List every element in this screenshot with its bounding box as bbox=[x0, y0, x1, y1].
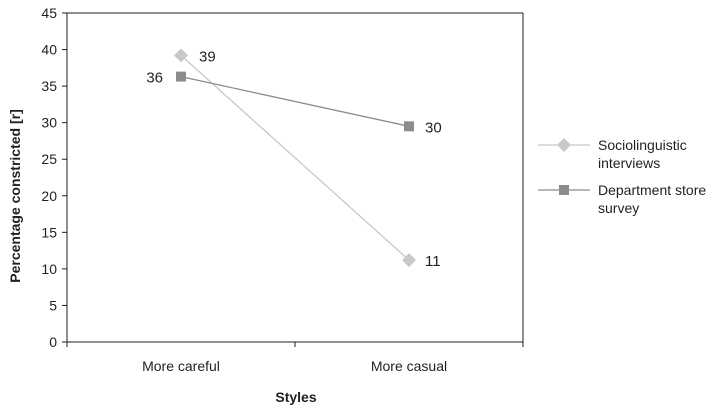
legend-label: Sociolinguistic bbox=[598, 137, 687, 153]
series-1: 39 11 bbox=[174, 48, 441, 270]
series-line bbox=[180, 54, 410, 261]
legend: Sociolinguistic interviews Department stor… bbox=[538, 137, 706, 216]
data-label: 11 bbox=[425, 253, 441, 270]
legend-label: Department store bbox=[598, 182, 706, 198]
data-point bbox=[174, 48, 188, 63]
y-tick-label: 10 bbox=[41, 261, 57, 277]
y-tick-label: 35 bbox=[41, 78, 57, 94]
y-tick-label: 40 bbox=[41, 42, 57, 58]
series-2: 36 30 bbox=[146, 70, 441, 137]
data-label: 30 bbox=[425, 119, 442, 136]
series-layer: 39 11 36 30 bbox=[146, 48, 442, 270]
axes: 0 5 10 15 20 25 30 35 40 45 More careful More casua… bbox=[41, 5, 524, 374]
legend-marker bbox=[559, 185, 569, 195]
legend-item-1: Sociolinguistic interviews bbox=[538, 137, 687, 171]
legend-marker bbox=[557, 138, 571, 152]
y-tick-label: 0 bbox=[49, 334, 57, 350]
y-tick-label: 20 bbox=[41, 188, 57, 204]
legend-label: survey bbox=[598, 200, 639, 216]
data-point bbox=[176, 71, 186, 82]
data-point bbox=[404, 121, 414, 132]
legend-label: interviews bbox=[598, 155, 660, 171]
data-point bbox=[402, 253, 416, 268]
x-tick-label: More casual bbox=[371, 358, 447, 374]
data-label: 39 bbox=[199, 48, 216, 65]
x-tick-label: More careful bbox=[142, 358, 220, 374]
legend-item-2: Department store survey bbox=[538, 182, 706, 216]
data-label: 36 bbox=[146, 70, 163, 87]
series-line bbox=[180, 75, 410, 127]
y-tick-label: 15 bbox=[41, 224, 57, 240]
y-tick-label: 25 bbox=[41, 151, 57, 167]
y-tick-label: 30 bbox=[41, 115, 57, 131]
y-axis-title: Percentage constricted [r] bbox=[7, 109, 23, 283]
y-tick-label: 5 bbox=[49, 297, 57, 313]
y-tick-label: 45 bbox=[41, 5, 57, 21]
x-axis-title: Styles bbox=[275, 389, 316, 405]
